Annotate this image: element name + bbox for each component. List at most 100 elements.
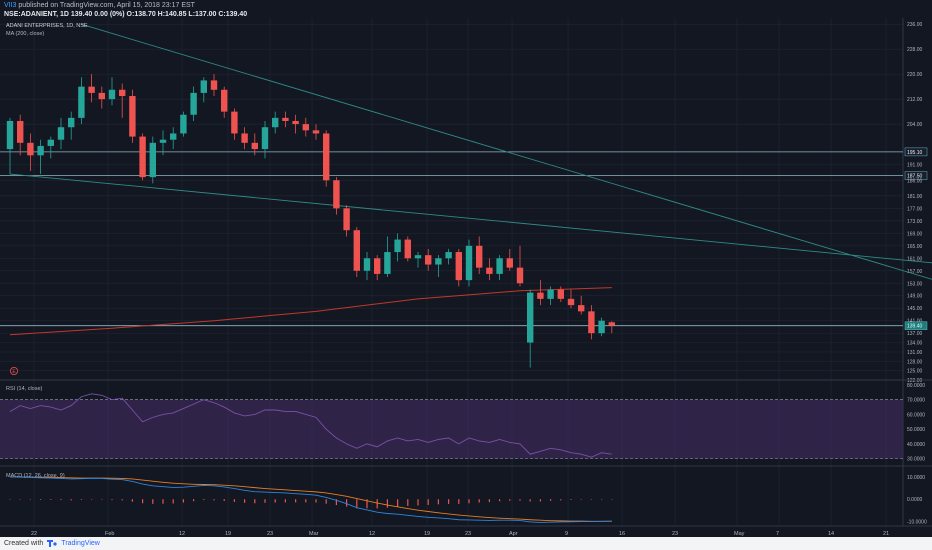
x-tick-label: 12 xyxy=(369,531,375,537)
macd-histogram-bar xyxy=(203,499,205,501)
candle-body xyxy=(608,322,615,326)
price-axis-label: 145.00 xyxy=(907,306,923,312)
candle-body xyxy=(557,289,564,299)
footer-bar: Created with TradingView xyxy=(0,537,932,550)
candle-body xyxy=(119,89,126,97)
macd-histogram-bar xyxy=(193,499,195,502)
macd-histogram-bar xyxy=(499,499,501,502)
candle-body xyxy=(588,311,595,334)
price-axis-label: 131.00 xyxy=(907,350,923,356)
x-tick-label: 9 xyxy=(565,531,568,537)
macd-histogram-bar xyxy=(478,499,480,503)
macd-histogram-bar xyxy=(407,499,409,506)
candle-body xyxy=(108,89,116,100)
price-tag-box xyxy=(904,171,928,180)
macd-histogram-bar xyxy=(19,499,21,500)
candle-body xyxy=(261,127,269,150)
price-axis-label: 186.00 xyxy=(907,178,923,184)
rsi-axis-label: 80.0000 xyxy=(907,383,925,389)
candle-body xyxy=(394,239,401,253)
candle-body xyxy=(292,120,299,125)
candle-body xyxy=(353,230,360,271)
macd-histogram-bar xyxy=(111,499,113,501)
macd-signal-line xyxy=(10,476,612,522)
macd-histogram-bar xyxy=(172,499,174,504)
candle-body xyxy=(251,142,258,150)
macd-histogram-bar xyxy=(29,499,31,500)
price-axis-label: 236.00 xyxy=(907,22,923,28)
price-axis-label: 134.00 xyxy=(907,341,923,347)
macd-histogram-bar xyxy=(519,499,521,501)
x-tick-label: 23 xyxy=(672,531,678,537)
created-with-text: Created with xyxy=(4,540,44,547)
macd-histogram-bar xyxy=(417,499,419,506)
ma-legend: MA (200, close) xyxy=(6,31,44,37)
macd-histogram-bar xyxy=(611,499,613,500)
macd-histogram-bar xyxy=(40,499,42,500)
tradingview-link[interactable]: TradingView xyxy=(61,540,100,547)
candle-body xyxy=(129,96,136,137)
candle-body xyxy=(149,142,156,178)
price-tag-label: 195.10 xyxy=(907,150,923,156)
macd-histogram-bar xyxy=(131,499,133,502)
x-tick-label: 19 xyxy=(225,531,231,537)
macd-histogram-bar xyxy=(162,499,164,504)
candle-body xyxy=(516,267,524,284)
candle-body xyxy=(455,252,462,281)
candle-body xyxy=(476,245,483,268)
price-axis-label: 191.00 xyxy=(907,163,923,169)
candle-body xyxy=(343,208,350,231)
candle-body xyxy=(414,255,422,259)
macd-histogram-bar xyxy=(437,499,439,505)
macd-histogram-bar xyxy=(529,499,531,502)
candle-body xyxy=(506,258,513,268)
candle-body xyxy=(139,136,146,178)
chart-canvas[interactable]: 22 Feb 12 19 23 Mar 12 19 23 Apr 9 16 23 May 7 14 21 236.… xyxy=(0,18,932,537)
ma200-line xyxy=(9,287,612,336)
macd-histogram-bar xyxy=(570,499,572,500)
publish-header: VII3 published on TradingView.com, April… xyxy=(0,0,932,18)
earnings-marker-icon xyxy=(9,366,18,375)
macd-histogram-bar xyxy=(427,499,429,506)
price-axis-label: 181.00 xyxy=(907,194,923,200)
macd-histogram-bar xyxy=(325,499,327,504)
trendline xyxy=(81,23,932,280)
price-axis-label: 204.00 xyxy=(907,122,923,128)
macd-histogram-bar xyxy=(448,499,450,504)
price-tag-label: 187.50 xyxy=(907,174,923,180)
price-axis-label: 125.00 xyxy=(907,369,923,375)
macd-histogram-bar xyxy=(346,499,348,507)
rsi-axis-label: 50.0000 xyxy=(907,427,925,433)
candle-body xyxy=(200,80,207,93)
macd-histogram-bar xyxy=(397,499,399,507)
candle-body xyxy=(68,117,75,128)
publish-line: VII3 published on TradingView.com, April… xyxy=(4,1,928,10)
candle-body xyxy=(57,127,65,140)
macd-histogram-bar xyxy=(376,499,378,509)
macd-histogram-bar xyxy=(386,499,388,508)
macd-histogram-bar xyxy=(244,499,246,503)
macd-histogram-bar xyxy=(213,499,215,501)
candle-body xyxy=(98,92,105,100)
x-tick-label: 14 xyxy=(828,531,834,537)
x-tick-label: 16 xyxy=(619,531,625,537)
macd-histogram-bar xyxy=(550,499,552,501)
macd-histogram-bar xyxy=(101,499,103,500)
rsi-axis-label: 60.0000 xyxy=(907,412,925,418)
price-axis-label: 157.00 xyxy=(907,269,923,275)
candle-body xyxy=(496,258,503,274)
candle-body xyxy=(221,89,228,112)
candle-body xyxy=(272,117,279,128)
candle-body xyxy=(37,145,44,156)
macd-histogram-bar xyxy=(274,499,276,503)
macd-histogram-bar xyxy=(121,499,123,501)
macd-legend: MACD (12, 26, close, 9) xyxy=(6,473,65,479)
price-tag-label: 139.40 xyxy=(907,324,923,330)
candle-body xyxy=(333,180,340,209)
author-link[interactable]: VII3 xyxy=(4,2,17,9)
price-axis-label: 228.00 xyxy=(907,47,923,53)
macd-histogram-bar xyxy=(560,499,562,501)
candle-body xyxy=(435,258,442,265)
macd-histogram-bar xyxy=(80,499,82,500)
candle-body xyxy=(88,86,95,93)
